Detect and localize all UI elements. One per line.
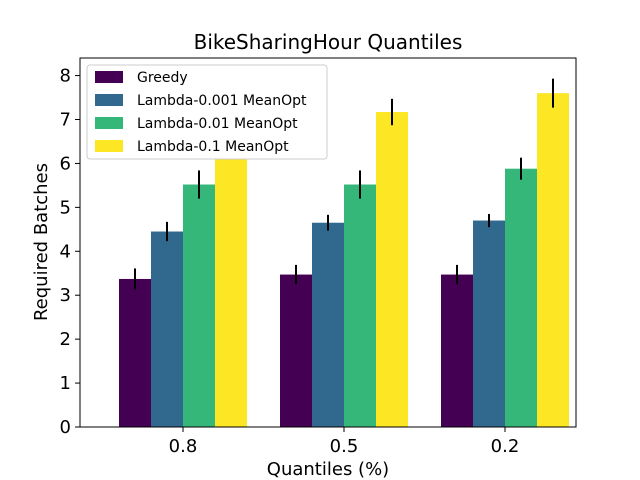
bar bbox=[280, 274, 312, 427]
y-tick-label: 1 bbox=[60, 373, 71, 394]
legend-swatch bbox=[95, 71, 123, 83]
legend-frame bbox=[86, 64, 328, 160]
x-tick-label: 0.2 bbox=[491, 436, 520, 457]
y-axis-label: Required Batches bbox=[31, 163, 52, 321]
chart-title: BikeSharingHour Quantiles bbox=[194, 30, 463, 54]
legend-label: Greedy bbox=[137, 70, 188, 86]
bar bbox=[344, 184, 376, 427]
legend: Greedy Lambda-0.001 MeanOpt Lambda-0.01 Me… bbox=[86, 64, 328, 160]
x-axis-label: Quantiles (%) bbox=[267, 459, 389, 480]
y-axis: 0 1 2 3 4 5 6 7 8 bbox=[60, 66, 80, 438]
bar bbox=[119, 278, 151, 427]
x-axis: 0.8 0.5 0.2 bbox=[169, 427, 520, 457]
bar bbox=[537, 93, 569, 428]
legend-swatch bbox=[95, 140, 123, 152]
x-tick-label: 0.5 bbox=[330, 436, 359, 457]
bar bbox=[215, 128, 247, 428]
bar bbox=[473, 220, 505, 427]
y-tick-label: 8 bbox=[60, 66, 71, 87]
bar bbox=[505, 168, 537, 427]
bar bbox=[312, 222, 344, 427]
plot-frame bbox=[79, 57, 577, 428]
plot-area bbox=[79, 57, 577, 428]
y-tick-label: 5 bbox=[60, 197, 71, 218]
y-tick-label: 2 bbox=[60, 329, 71, 350]
y-tick-label: 7 bbox=[60, 110, 71, 131]
y-tick-label: 3 bbox=[60, 285, 71, 306]
y-tick-label: 4 bbox=[60, 241, 71, 262]
y-tick-label: 6 bbox=[60, 153, 71, 174]
bar bbox=[151, 231, 183, 427]
legend-label: Lambda-0.001 MeanOpt bbox=[137, 93, 307, 109]
x-tick-label: 0.8 bbox=[169, 436, 198, 457]
legend-swatch bbox=[95, 94, 123, 106]
y-tick-label: 0 bbox=[60, 417, 71, 438]
legend-label: Lambda-0.01 MeanOpt bbox=[137, 116, 298, 132]
bar bbox=[183, 184, 215, 427]
bar bbox=[441, 274, 473, 427]
legend-label: Lambda-0.1 MeanOpt bbox=[137, 139, 289, 155]
bar bbox=[376, 112, 408, 428]
bars-group bbox=[119, 93, 569, 428]
legend-swatch bbox=[95, 117, 123, 129]
